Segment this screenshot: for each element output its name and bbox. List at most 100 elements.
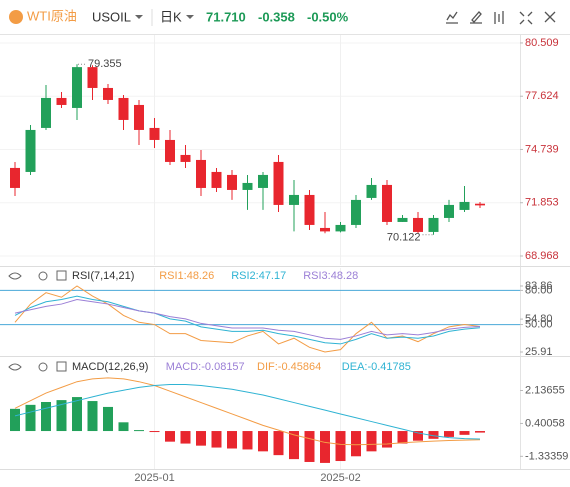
macd-bar (72, 397, 82, 432)
y-tick-label: 25.91 (525, 346, 553, 358)
candle-body (25, 129, 36, 172)
macd-bar (211, 431, 222, 448)
macd-bar (428, 431, 439, 439)
more-icon[interactable] (56, 361, 67, 372)
candle-body (227, 174, 237, 190)
candle-body (382, 184, 392, 222)
candle-body (258, 174, 268, 188)
macd-bar (397, 431, 408, 444)
y-tick-label: 77.624 (525, 90, 559, 102)
macd-bar (444, 431, 454, 437)
rsi-icons (8, 270, 67, 372)
macd-bar (196, 431, 206, 446)
candle-body (397, 217, 408, 222)
legend-entry: MACD:-0.08157 (166, 361, 245, 373)
candle-body (72, 67, 82, 108)
macd-bar (41, 402, 51, 432)
y-tick-label: 54.80 (525, 313, 553, 325)
candle-body (459, 201, 470, 210)
high-label: 79.355 (88, 58, 122, 70)
eye-icon[interactable] (8, 272, 22, 280)
legend-entry: DEA:-0.41785 (342, 361, 411, 373)
candle-body (475, 203, 485, 206)
symbol[interactable]: USOIL (92, 9, 131, 24)
indicator-button[interactable] (446, 11, 458, 24)
macd-bar (25, 404, 36, 432)
candle-body (103, 87, 113, 100)
candle-body (211, 171, 222, 188)
macd-bar (258, 431, 268, 452)
legend-entry: RSI3:48.28 (303, 270, 358, 282)
candle-body (165, 139, 175, 162)
macd-bar (165, 431, 175, 442)
macd-bar (351, 431, 361, 457)
macd-bar (475, 431, 485, 433)
draw-button[interactable] (470, 11, 482, 24)
macd-bar (273, 431, 284, 456)
macd-bar (56, 400, 67, 432)
macd-bar (149, 431, 160, 433)
indicator-line (14, 285, 481, 353)
period[interactable]: 日K (160, 9, 182, 24)
candle-body (134, 104, 144, 130)
macd-bar (366, 431, 377, 452)
y-tick-label: -1.33359 (525, 450, 568, 462)
top-bar: WTI原油 USOIL 日K 71.710 -0.358 -0.50% (0, 0, 570, 35)
macd-bar (242, 431, 253, 450)
settings-icon[interactable] (38, 362, 48, 372)
candle-body (428, 217, 439, 232)
candle-body (320, 227, 330, 232)
price: 71.710 (206, 9, 246, 24)
candle-body (118, 97, 129, 120)
change: -0.358 (258, 9, 295, 24)
low-label: 70.122 (387, 232, 421, 244)
macd-bar (335, 431, 346, 462)
candle-body (87, 67, 98, 88)
candle-body (444, 204, 454, 218)
candle-body (413, 217, 423, 232)
logo (9, 10, 23, 24)
candle-body (10, 167, 20, 188)
candle-body (366, 184, 377, 198)
y-tick-label: 74.739 (525, 143, 559, 155)
candle-body (149, 127, 160, 140)
more-icon[interactable] (56, 270, 67, 281)
candle-body (304, 194, 315, 225)
macd-bar (103, 406, 113, 432)
settings-icon[interactable] (38, 271, 48, 281)
macd-bar (227, 431, 237, 449)
dropdown-arrow[interactable] (186, 15, 194, 19)
y-tick-label: 68.968 (525, 250, 559, 262)
indicator-line (14, 377, 481, 446)
y-tick-label: 83.86 (525, 280, 553, 292)
macd-bar (382, 431, 392, 448)
eye-icon[interactable] (8, 363, 22, 371)
macd-bar (118, 422, 129, 432)
macd-bar (87, 401, 98, 432)
dropdown-arrow[interactable] (135, 15, 143, 19)
legend-entry: DIF:-0.45864 (257, 361, 321, 373)
instrument-name[interactable]: WTI原油 (27, 8, 77, 23)
y-tick-label: 2.13655 (525, 384, 565, 396)
macd-bar (180, 431, 191, 444)
macd-bar (459, 431, 470, 435)
legend-entry: RSI2:47.17 (231, 270, 286, 282)
close-button[interactable] (544, 11, 556, 23)
x-tick-label: 2025-01 (134, 472, 174, 484)
y-tick-label: 71.853 (525, 197, 559, 209)
y-tick-label: 50.00 (525, 318, 553, 330)
change-pct: -0.50% (307, 9, 349, 24)
candle-body (242, 182, 253, 190)
fullscreen-button[interactable] (519, 11, 533, 25)
legend-entry: RSI1:48.26 (159, 270, 214, 282)
candle-body (273, 161, 284, 205)
macd-bar (320, 431, 330, 463)
macd-bar (134, 430, 144, 432)
candle-body (56, 97, 67, 105)
macd-bar (10, 408, 20, 432)
indicator-title: RSI(7,14,21) (72, 270, 134, 282)
indicator-line (14, 295, 481, 345)
compare-button[interactable] (494, 11, 504, 24)
x-tick-label: 2025-02 (320, 472, 360, 484)
